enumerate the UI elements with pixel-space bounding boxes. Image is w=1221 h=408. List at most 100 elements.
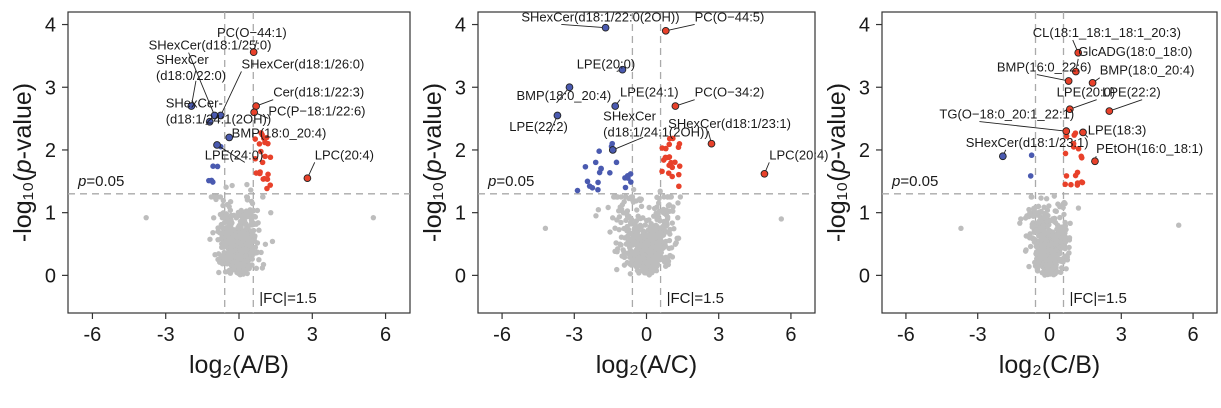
ns-point [637,215,644,222]
ns-point [227,199,234,205]
leader-line [188,52,215,116]
down-point [586,183,593,189]
labeled-point [1074,48,1083,57]
ns-point [593,213,599,219]
ns-point [1051,218,1057,225]
ns-point [651,254,657,260]
ns-point [630,242,636,248]
point-label: LPE(22:2) [509,119,568,134]
ns-point [1051,193,1058,199]
point-label: SHexCer(d18:1/23:1) [668,116,791,131]
ns-point [1075,205,1082,211]
leader-line [561,23,606,29]
labeled-point [303,174,312,183]
up-point [663,145,669,152]
point-label: LPE(22:2) [1102,85,1161,100]
ns-point [670,208,676,214]
ns-point [1057,224,1063,230]
ns-point [241,218,248,224]
ns-point [222,269,229,275]
labeled-point [618,65,627,74]
ns-point [248,238,255,245]
leader-line [216,144,246,163]
point-label: LPC(20:4) [315,147,374,162]
ns-point [675,200,681,206]
ns-point [1032,209,1038,215]
ns-point [235,260,241,266]
ns-point [612,225,618,231]
x-tick-label: 3 [307,324,318,346]
up-point [1078,179,1085,185]
ns-point [646,204,652,211]
ns-point [258,249,264,256]
ns-point [1038,226,1044,233]
point-label: PC(O−44:1) [217,25,287,40]
ns-point [629,238,636,244]
ns-point [1023,247,1029,253]
ns-point [619,253,625,259]
up-point [267,182,274,188]
up-point [669,173,675,180]
ns-point [637,257,643,263]
ns-point [1038,195,1044,201]
ns-point [1066,244,1072,251]
labeled-point [216,111,225,120]
ns-point [235,269,241,275]
ns-point [244,258,250,264]
up-point [256,141,263,147]
point-label: SHexCer (d18:1/24:1(2OH)) [603,108,709,139]
ns-point [1052,256,1059,262]
leader-line [612,136,644,151]
ns-point [212,251,218,258]
ns-point [1053,208,1059,215]
ns-point [237,247,244,253]
ns-point [643,217,650,224]
y-tick-label: 0 [455,265,466,287]
ns-point [1062,239,1069,245]
ns-point [958,225,964,232]
ns-point [1029,194,1035,200]
ns-point [244,181,250,188]
ns-point [617,241,623,247]
up-point [1062,150,1069,157]
ns-point [1064,254,1070,260]
labeled-point [553,111,562,120]
ns-point [1039,215,1045,222]
down-point [609,140,616,147]
ns-point [644,233,651,239]
y-tick-label: 3 [45,77,56,99]
ns-point [248,187,254,193]
ns-point [633,232,640,238]
ns-point [217,211,224,218]
down-point [622,184,629,191]
up-point [252,155,259,162]
down-point [628,179,634,185]
ns-point [1176,222,1182,228]
y-axis-title: -log₁₀(p-value) [823,83,851,242]
ns-point [223,184,229,190]
ns-point [1062,219,1068,226]
ns-point [669,254,676,260]
point-label: LPC(20:4) [769,147,828,162]
labeled-point [601,23,610,32]
ns-point [636,196,643,202]
point-label: BMP(16:0_22:6) [997,60,1092,75]
ns-point [1043,237,1049,243]
up-point [258,148,264,155]
ns-point [653,263,659,270]
ns-point [1040,222,1046,228]
x-tick-label: 3 [1116,324,1127,346]
point-label: BMP(18:0_20:4) [1100,63,1195,78]
x-tick-label: -6 [84,324,102,346]
ns-point [643,269,650,275]
labeled-point [661,26,670,35]
ns-point [1050,265,1056,272]
point-label: BMP(18:0_20:4) [232,125,327,140]
ns-point [1033,243,1039,250]
labeled-point [611,102,620,110]
y-tick-label: 3 [859,77,870,99]
ns-point [633,218,640,224]
up-point [665,170,672,176]
up-point [676,163,683,169]
